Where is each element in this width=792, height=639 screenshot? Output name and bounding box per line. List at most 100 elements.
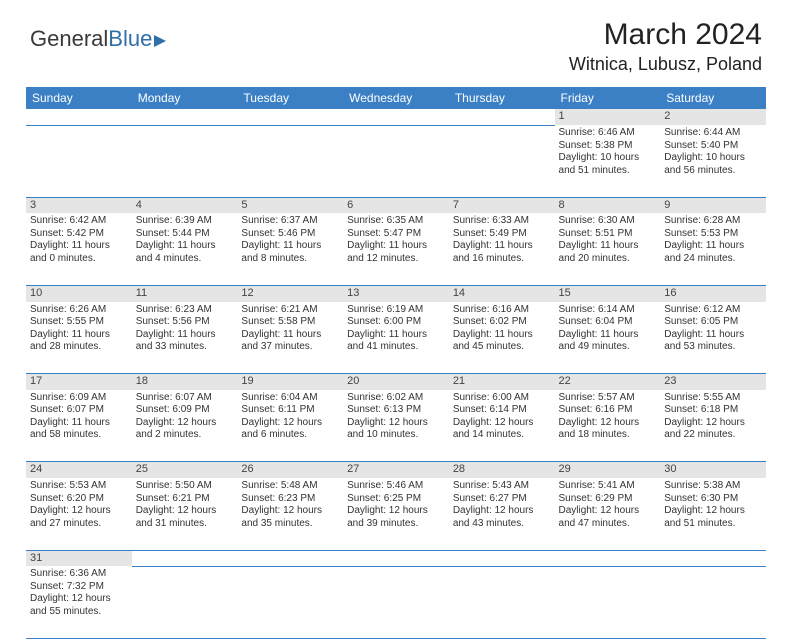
day-number-cell: 24 — [26, 462, 132, 478]
day-cell: Sunrise: 5:55 AMSunset: 6:18 PMDaylight:… — [660, 390, 766, 462]
sunset-text: Sunset: 5:56 PM — [136, 316, 234, 329]
sunrise-text: Sunrise: 5:55 AM — [664, 392, 762, 405]
day1-text: Daylight: 11 hours — [136, 240, 234, 253]
week-row: Sunrise: 6:36 AMSunset: 7:32 PMDaylight:… — [26, 566, 766, 638]
day-cell: Sunrise: 6:02 AMSunset: 6:13 PMDaylight:… — [343, 390, 449, 462]
day1-text: Daylight: 12 hours — [347, 505, 445, 518]
day-number-cell: 10 — [26, 285, 132, 301]
day2-text: and 18 minutes. — [559, 429, 657, 442]
week-row: Sunrise: 6:42 AMSunset: 5:42 PMDaylight:… — [26, 213, 766, 285]
week-row: Sunrise: 6:46 AMSunset: 5:38 PMDaylight:… — [26, 125, 766, 197]
sunrise-text: Sunrise: 6:14 AM — [559, 304, 657, 317]
day-number-cell: 22 — [555, 374, 661, 390]
sunrise-text: Sunrise: 6:39 AM — [136, 215, 234, 228]
day-number-cell — [343, 109, 449, 125]
day2-text: and 37 minutes. — [241, 341, 339, 354]
week-row: Sunrise: 5:53 AMSunset: 6:20 PMDaylight:… — [26, 478, 766, 550]
day-cell: Sunrise: 6:19 AMSunset: 6:00 PMDaylight:… — [343, 302, 449, 374]
day-cell — [660, 566, 766, 638]
day-cell: Sunrise: 6:23 AMSunset: 5:56 PMDaylight:… — [132, 302, 238, 374]
sunset-text: Sunset: 6:16 PM — [559, 404, 657, 417]
sunrise-text: Sunrise: 6:26 AM — [30, 304, 128, 317]
sunrise-text: Sunrise: 6:16 AM — [453, 304, 551, 317]
day2-text: and 41 minutes. — [347, 341, 445, 354]
sunset-text: Sunset: 6:21 PM — [136, 493, 234, 506]
day1-text: Daylight: 12 hours — [30, 593, 128, 606]
day-cell: Sunrise: 5:50 AMSunset: 6:21 PMDaylight:… — [132, 478, 238, 550]
sunset-text: Sunset: 5:53 PM — [664, 228, 762, 241]
day-cell — [343, 125, 449, 197]
day2-text: and 45 minutes. — [453, 341, 551, 354]
sunrise-text: Sunrise: 6:19 AM — [347, 304, 445, 317]
day2-text: and 27 minutes. — [30, 518, 128, 531]
sunrise-text: Sunrise: 6:21 AM — [241, 304, 339, 317]
day1-text: Daylight: 12 hours — [453, 417, 551, 430]
logo-text-2: Blue — [108, 26, 152, 52]
day2-text: and 14 minutes. — [453, 429, 551, 442]
sunset-text: Sunset: 6:00 PM — [347, 316, 445, 329]
day-cell — [555, 566, 661, 638]
title-block: March 2024 Witnica, Lubusz, Poland — [569, 18, 762, 75]
sunrise-text: Sunrise: 6:09 AM — [30, 392, 128, 405]
day2-text: and 55 minutes. — [30, 606, 128, 619]
day-cell: Sunrise: 6:44 AMSunset: 5:40 PMDaylight:… — [660, 125, 766, 197]
day1-text: Daylight: 11 hours — [664, 240, 762, 253]
day-cell — [237, 125, 343, 197]
day-number-cell: 5 — [237, 197, 343, 213]
day-cell: Sunrise: 6:07 AMSunset: 6:09 PMDaylight:… — [132, 390, 238, 462]
day1-text: Daylight: 12 hours — [136, 417, 234, 430]
day-number-cell: 19 — [237, 374, 343, 390]
day-number-cell — [132, 109, 238, 125]
sunset-text: Sunset: 5:40 PM — [664, 140, 762, 153]
day1-text: Daylight: 12 hours — [664, 505, 762, 518]
sunset-text: Sunset: 6:30 PM — [664, 493, 762, 506]
sunrise-text: Sunrise: 5:38 AM — [664, 480, 762, 493]
day1-text: Daylight: 10 hours — [559, 152, 657, 165]
day-cell: Sunrise: 6:00 AMSunset: 6:14 PMDaylight:… — [449, 390, 555, 462]
day2-text: and 58 minutes. — [30, 429, 128, 442]
triangle-icon — [154, 35, 166, 47]
sunrise-text: Sunrise: 6:02 AM — [347, 392, 445, 405]
day-header-row: Sunday Monday Tuesday Wednesday Thursday… — [26, 87, 766, 109]
sunrise-text: Sunrise: 5:57 AM — [559, 392, 657, 405]
location: Witnica, Lubusz, Poland — [569, 54, 762, 75]
sunset-text: Sunset: 5:44 PM — [136, 228, 234, 241]
day1-text: Daylight: 11 hours — [241, 329, 339, 342]
day2-text: and 16 minutes. — [453, 253, 551, 266]
sunrise-text: Sunrise: 6:36 AM — [30, 568, 128, 581]
month-title: March 2024 — [569, 18, 762, 52]
daynum-row: 12 — [26, 109, 766, 125]
day-number-cell: 7 — [449, 197, 555, 213]
day-cell: Sunrise: 5:43 AMSunset: 6:27 PMDaylight:… — [449, 478, 555, 550]
day-cell: Sunrise: 5:57 AMSunset: 6:16 PMDaylight:… — [555, 390, 661, 462]
sunset-text: Sunset: 6:25 PM — [347, 493, 445, 506]
day1-text: Daylight: 10 hours — [664, 152, 762, 165]
header-monday: Monday — [132, 87, 238, 109]
day2-text: and 49 minutes. — [559, 341, 657, 354]
day-cell — [132, 125, 238, 197]
day2-text: and 43 minutes. — [453, 518, 551, 531]
day-cell — [449, 125, 555, 197]
day1-text: Daylight: 12 hours — [453, 505, 551, 518]
sunset-text: Sunset: 6:13 PM — [347, 404, 445, 417]
day1-text: Daylight: 12 hours — [347, 417, 445, 430]
day-number-cell: 6 — [343, 197, 449, 213]
day1-text: Daylight: 11 hours — [241, 240, 339, 253]
sunset-text: Sunset: 5:55 PM — [30, 316, 128, 329]
day1-text: Daylight: 11 hours — [30, 329, 128, 342]
day-cell: Sunrise: 6:36 AMSunset: 7:32 PMDaylight:… — [26, 566, 132, 638]
header-wednesday: Wednesday — [343, 87, 449, 109]
sunrise-text: Sunrise: 6:46 AM — [559, 127, 657, 140]
sunset-text: Sunset: 6:07 PM — [30, 404, 128, 417]
day-cell: Sunrise: 6:37 AMSunset: 5:46 PMDaylight:… — [237, 213, 343, 285]
sunset-text: Sunset: 6:18 PM — [664, 404, 762, 417]
day-number-cell: 13 — [343, 285, 449, 301]
header-sunday: Sunday — [26, 87, 132, 109]
day1-text: Daylight: 11 hours — [453, 329, 551, 342]
day-cell — [237, 566, 343, 638]
day-number-cell: 14 — [449, 285, 555, 301]
sunset-text: Sunset: 5:49 PM — [453, 228, 551, 241]
day-number-cell — [26, 109, 132, 125]
week-row: Sunrise: 6:09 AMSunset: 6:07 PM Daylight:… — [26, 390, 766, 462]
daynum-row: 3456789 — [26, 197, 766, 213]
